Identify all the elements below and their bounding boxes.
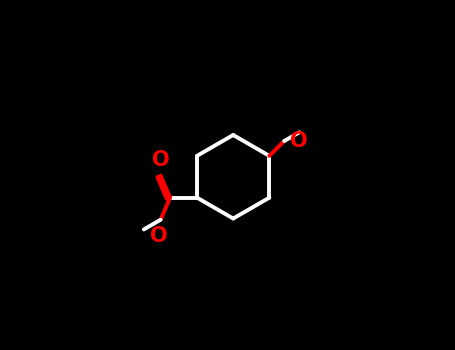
Text: O: O xyxy=(290,131,308,151)
Text: O: O xyxy=(151,226,168,246)
Text: O: O xyxy=(152,149,169,170)
